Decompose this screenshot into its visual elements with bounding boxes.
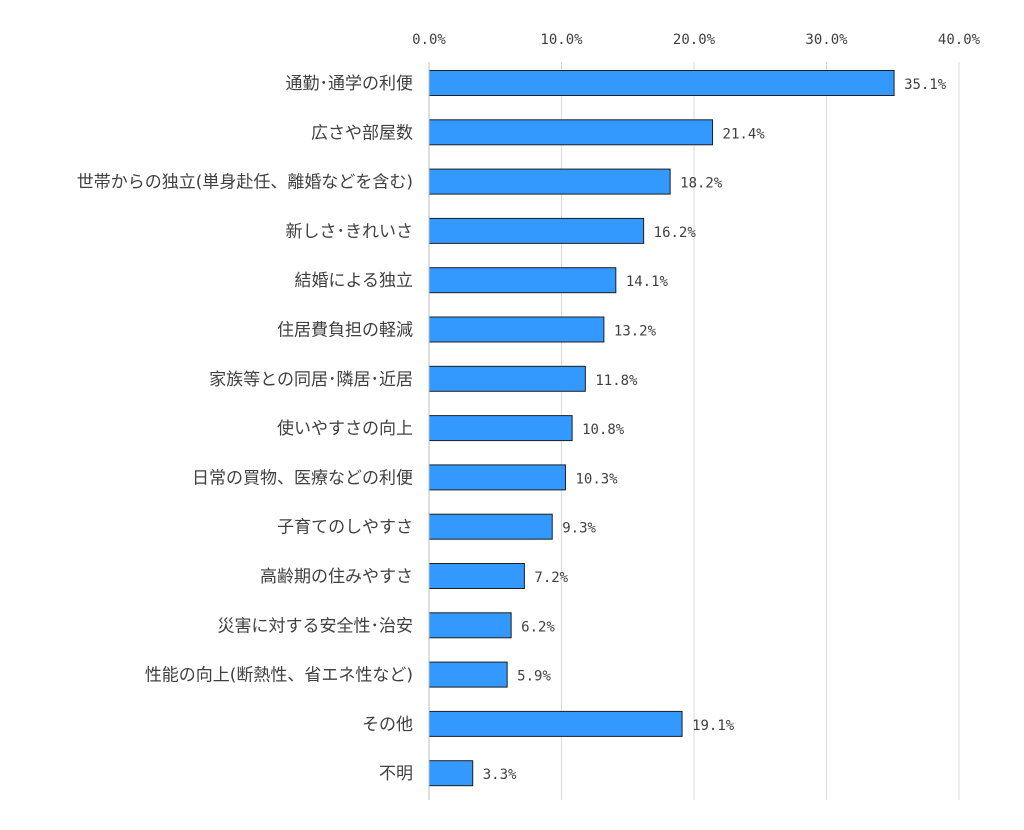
bars [428, 70, 895, 787]
bar [428, 513, 553, 540]
data-label: 19.1% [692, 718, 735, 734]
data-label: 5.9% [517, 669, 551, 685]
bar [428, 365, 586, 392]
category-label: 結婚による独立 [295, 271, 414, 291]
category-label: その他 [362, 715, 413, 735]
bar [428, 267, 617, 294]
bar [428, 168, 671, 195]
category-label: 日常の買物、医療などの利便 [192, 468, 413, 488]
category-label: 通勤･通学の利便 [286, 74, 414, 94]
bar [428, 563, 525, 589]
data-label: 16.2% [654, 225, 697, 241]
data-label: 18.2% [680, 176, 723, 192]
category-label: 性能の向上(断熱性、省エネ性など) [145, 666, 413, 686]
data-label: 14.1% [626, 274, 669, 290]
data-label: 3.3% [483, 767, 517, 783]
x-tick-label: 30.0% [805, 32, 848, 48]
x-tick-labels: 0.0% 10.0% 20.0% 30.0% 40.0% [412, 32, 980, 48]
bar [428, 415, 573, 442]
category-label: 広さや部屋数 [311, 123, 413, 143]
data-label: 11.8% [595, 373, 638, 389]
category-label: 災害に対する安全性･治安 [218, 616, 414, 636]
bar [428, 661, 508, 688]
bar [428, 70, 895, 96]
bar [428, 760, 474, 787]
bar [428, 316, 605, 343]
value-labels: 35.1% 21.4% 18.2% 16.2% 14.1% 13.2% 11.8% 10.8%… [483, 77, 947, 783]
data-label: 7.2% [534, 570, 568, 586]
category-label: 使いやすさの向上 [277, 418, 413, 439]
data-label: 6.2% [521, 619, 555, 635]
category-label: 住居費負担の軽減 [277, 321, 413, 341]
x-tick-label: 40.0% [938, 32, 981, 48]
bar [428, 217, 645, 244]
data-label: 13.2% [614, 324, 657, 340]
data-label: 9.3% [562, 521, 596, 537]
data-label: 10.3% [575, 471, 618, 487]
x-tick-label: 0.0% [412, 32, 446, 48]
category-label: 高齢期の住みやすさ [260, 567, 413, 587]
category-label: 子育てのしやすさ [277, 518, 413, 538]
data-label: 21.4% [723, 126, 766, 142]
x-tick-label: 10.0% [540, 32, 583, 48]
category-label: 家族等との同居･隣居･近居 [209, 370, 413, 390]
category-label: 世帯からの独立(単身赴任、離婚などを含む) [77, 173, 413, 193]
data-label: 35.1% [904, 77, 947, 93]
category-label: 新しさ･きれいさ [286, 222, 414, 242]
category-label: 不明 [379, 764, 413, 784]
bar [428, 464, 566, 491]
bar [428, 119, 714, 146]
data-label: 10.8% [582, 422, 625, 438]
bar [428, 612, 512, 639]
bar [428, 710, 683, 737]
x-tick-label: 20.0% [673, 32, 716, 48]
